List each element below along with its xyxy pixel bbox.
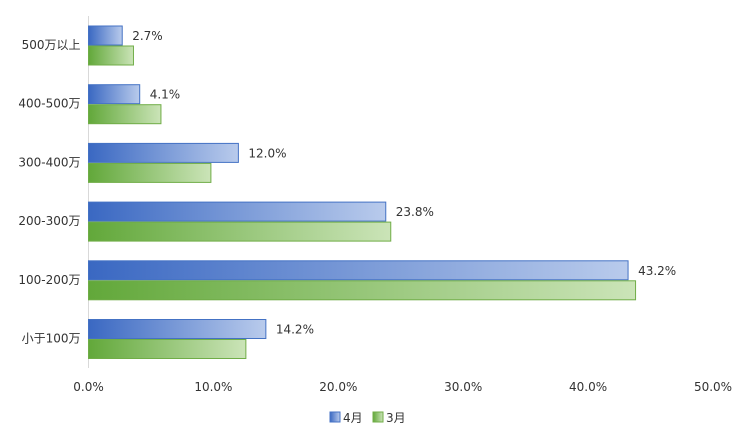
- category-label: 200-300万: [18, 214, 80, 228]
- legend-label: 4月: [343, 411, 363, 425]
- x-tick-label: 30.0%: [444, 380, 482, 394]
- bar-apr-5: [88, 319, 267, 339]
- data-label: 4.1%: [150, 88, 181, 102]
- x-tick-label: 10.0%: [194, 380, 232, 394]
- legend-swatch-mar: [372, 411, 384, 423]
- category-label: 300-400万: [18, 155, 80, 169]
- bar-mar-1: [88, 104, 162, 125]
- x-tick-labels: 0.0% 10.0% 20.0% 30.0% 40.0% 50.0%: [73, 380, 732, 394]
- legend-label: 3月: [386, 411, 406, 425]
- bar-apr-3: [88, 201, 387, 222]
- bar-mar-3: [88, 221, 392, 242]
- data-label: 43.2%: [638, 264, 676, 278]
- category-label: 400-500万: [18, 97, 80, 111]
- bar-apr-2: [88, 142, 239, 163]
- data-label: 12.0%: [248, 146, 286, 160]
- category-label: 500万以上: [22, 38, 81, 52]
- x-tick-label: 20.0%: [319, 380, 357, 394]
- x-tick-label: 0.0%: [73, 380, 104, 394]
- bar-mar-4: [88, 280, 637, 301]
- bar-apr-4: [88, 260, 629, 281]
- legend-swatch-apr: [329, 411, 341, 423]
- bar-mar-5: [88, 339, 247, 359]
- bar-apr-1: [88, 84, 141, 105]
- x-tick-label: 40.0%: [569, 380, 607, 394]
- category-labels: 500万以上 400-500万 300-400万 200-300万 100-200万小于…: [18, 38, 80, 346]
- data-label: 23.8%: [396, 205, 434, 219]
- x-tick-label: 50.0%: [694, 380, 732, 394]
- data-label: 14.2%: [276, 323, 314, 337]
- data-label: 2.7%: [132, 29, 163, 43]
- bars-layer: [88, 25, 637, 359]
- bar-mar-0: [88, 45, 134, 66]
- category-label: 100-200万: [18, 273, 80, 287]
- bar-mar-2: [88, 162, 212, 183]
- bar-apr-0: [88, 25, 123, 46]
- category-label: 小于100万: [22, 332, 81, 346]
- data-labels: 2.7% 4.1% 12.0% 23.8% 43.2% 14.2%: [132, 29, 676, 337]
- legend: 4月 3月: [329, 411, 406, 425]
